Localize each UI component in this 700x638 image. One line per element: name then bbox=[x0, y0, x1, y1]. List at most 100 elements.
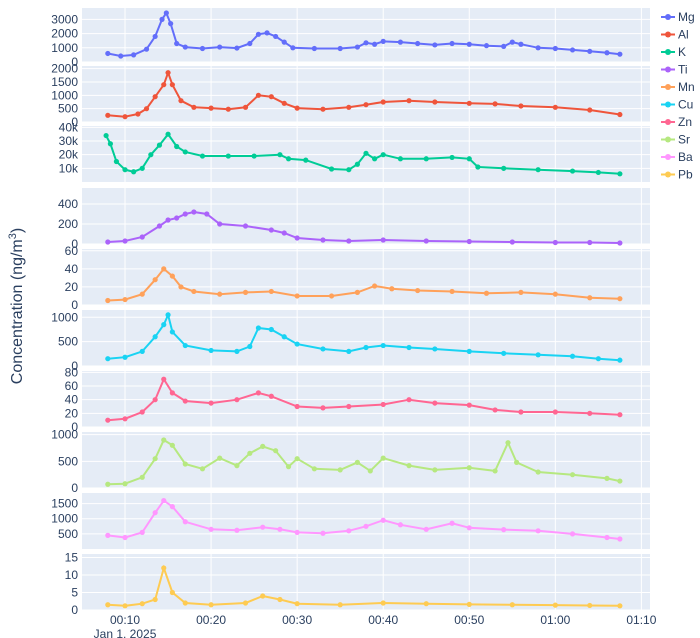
data-point bbox=[587, 602, 593, 609]
data-point bbox=[346, 528, 352, 534]
legend-marker-swatch bbox=[665, 14, 671, 20]
data-point bbox=[617, 240, 623, 246]
legend[interactable]: Mg Al K Ti Mn Cu Zn Sr Ba Pb bbox=[661, 10, 695, 182]
data-point bbox=[217, 291, 223, 297]
data-point bbox=[182, 398, 188, 404]
data-point bbox=[466, 402, 472, 408]
data-point bbox=[122, 416, 128, 422]
data-point bbox=[380, 517, 386, 523]
data-point bbox=[165, 217, 171, 223]
data-point bbox=[165, 312, 171, 318]
y-tick-label: 0 bbox=[71, 298, 78, 312]
subplot-ti: 0 200 400 bbox=[58, 188, 650, 251]
legend-item-sr[interactable]: Sr bbox=[661, 133, 690, 147]
subplot-cu: 0 500 1000 bbox=[51, 310, 650, 373]
y-tick-label: 0 bbox=[71, 481, 78, 495]
data-point bbox=[432, 42, 438, 48]
legend-item-ba[interactable]: Ba bbox=[661, 150, 693, 164]
data-point bbox=[264, 30, 270, 36]
data-point bbox=[268, 288, 274, 295]
plot-background bbox=[82, 371, 650, 427]
legend-marker-swatch bbox=[665, 119, 671, 125]
legend-item-mn[interactable]: Mn bbox=[661, 80, 695, 94]
data-point bbox=[169, 589, 175, 596]
y-tick-label: 5 bbox=[71, 586, 78, 600]
data-point bbox=[247, 40, 253, 47]
data-point bbox=[169, 442, 175, 448]
plot-background bbox=[82, 554, 650, 610]
data-point bbox=[367, 468, 373, 474]
data-point bbox=[518, 103, 524, 109]
data-point bbox=[475, 164, 481, 170]
y-tick-label: 40 bbox=[65, 393, 79, 407]
legend-marker-swatch bbox=[665, 49, 671, 55]
y-tick-label: 0 bbox=[71, 359, 78, 373]
legend-marker-swatch bbox=[665, 171, 671, 178]
data-point bbox=[406, 397, 412, 403]
series-line-mg bbox=[107, 10, 621, 58]
data-point bbox=[406, 98, 412, 104]
data-point bbox=[363, 102, 369, 108]
data-point bbox=[152, 456, 158, 462]
data-point bbox=[346, 348, 352, 354]
data-point bbox=[161, 266, 167, 272]
data-point bbox=[277, 526, 283, 532]
data-point bbox=[122, 167, 128, 173]
data-point bbox=[449, 154, 455, 161]
data-point bbox=[163, 10, 169, 16]
y-axis-label-main: Concentration (ng/m bbox=[9, 239, 26, 384]
data-point bbox=[234, 463, 240, 469]
data-point bbox=[260, 524, 266, 530]
legend-item-k[interactable]: K bbox=[661, 45, 686, 59]
data-point bbox=[514, 459, 520, 465]
data-point bbox=[535, 352, 541, 358]
data-point bbox=[509, 239, 515, 245]
data-point bbox=[247, 450, 253, 456]
data-point bbox=[492, 407, 498, 413]
data-point bbox=[139, 165, 145, 171]
y-tick-label: 500 bbox=[58, 527, 78, 541]
data-point bbox=[281, 100, 287, 106]
x-axis: 00:10 00:20 00:30 00:40 00:50 01:00 01:10 Jan 1… bbox=[94, 613, 657, 638]
legend-marker-swatch bbox=[665, 31, 671, 38]
y-axis-label-end: ) bbox=[9, 228, 26, 233]
y-tick-label: 500 bbox=[58, 454, 78, 468]
data-point bbox=[208, 526, 214, 532]
data-point bbox=[380, 152, 386, 158]
data-point bbox=[449, 40, 455, 47]
data-point bbox=[320, 106, 326, 112]
y-tick-label: 500 bbox=[58, 102, 78, 116]
x-tick-label: 00:20 bbox=[196, 613, 226, 627]
data-point bbox=[285, 156, 292, 162]
y-tick-label: 0 bbox=[71, 420, 78, 434]
legend-item-al[interactable]: Al bbox=[661, 28, 689, 42]
data-point bbox=[105, 239, 111, 245]
data-point bbox=[139, 409, 145, 415]
data-point bbox=[281, 39, 287, 45]
legend-item-ti[interactable]: Ti bbox=[661, 63, 688, 77]
data-point bbox=[122, 296, 128, 303]
data-point bbox=[466, 100, 472, 106]
data-point bbox=[122, 481, 128, 487]
data-point bbox=[337, 467, 343, 473]
data-point bbox=[354, 459, 360, 465]
data-point bbox=[587, 410, 593, 416]
data-point bbox=[281, 230, 287, 236]
data-point bbox=[617, 111, 623, 118]
legend-item-cu[interactable]: Cu bbox=[661, 98, 693, 112]
legend-label: Cu bbox=[678, 98, 693, 112]
data-point bbox=[294, 403, 300, 410]
x-tick-label: 01:00 bbox=[540, 613, 570, 627]
data-point bbox=[518, 289, 524, 295]
data-point bbox=[587, 295, 593, 301]
data-point bbox=[217, 44, 223, 50]
legend-marker-swatch bbox=[665, 154, 671, 160]
data-point bbox=[617, 603, 623, 609]
legend-item-zn[interactable]: Zn bbox=[661, 115, 692, 129]
legend-item-mg[interactable]: Mg bbox=[661, 10, 695, 24]
data-point bbox=[242, 104, 249, 110]
data-point bbox=[105, 532, 111, 538]
y-tick-label: 10 bbox=[65, 568, 79, 582]
x-tick-label: 00:40 bbox=[368, 613, 398, 627]
legend-item-pb[interactable]: Pb bbox=[661, 168, 693, 182]
